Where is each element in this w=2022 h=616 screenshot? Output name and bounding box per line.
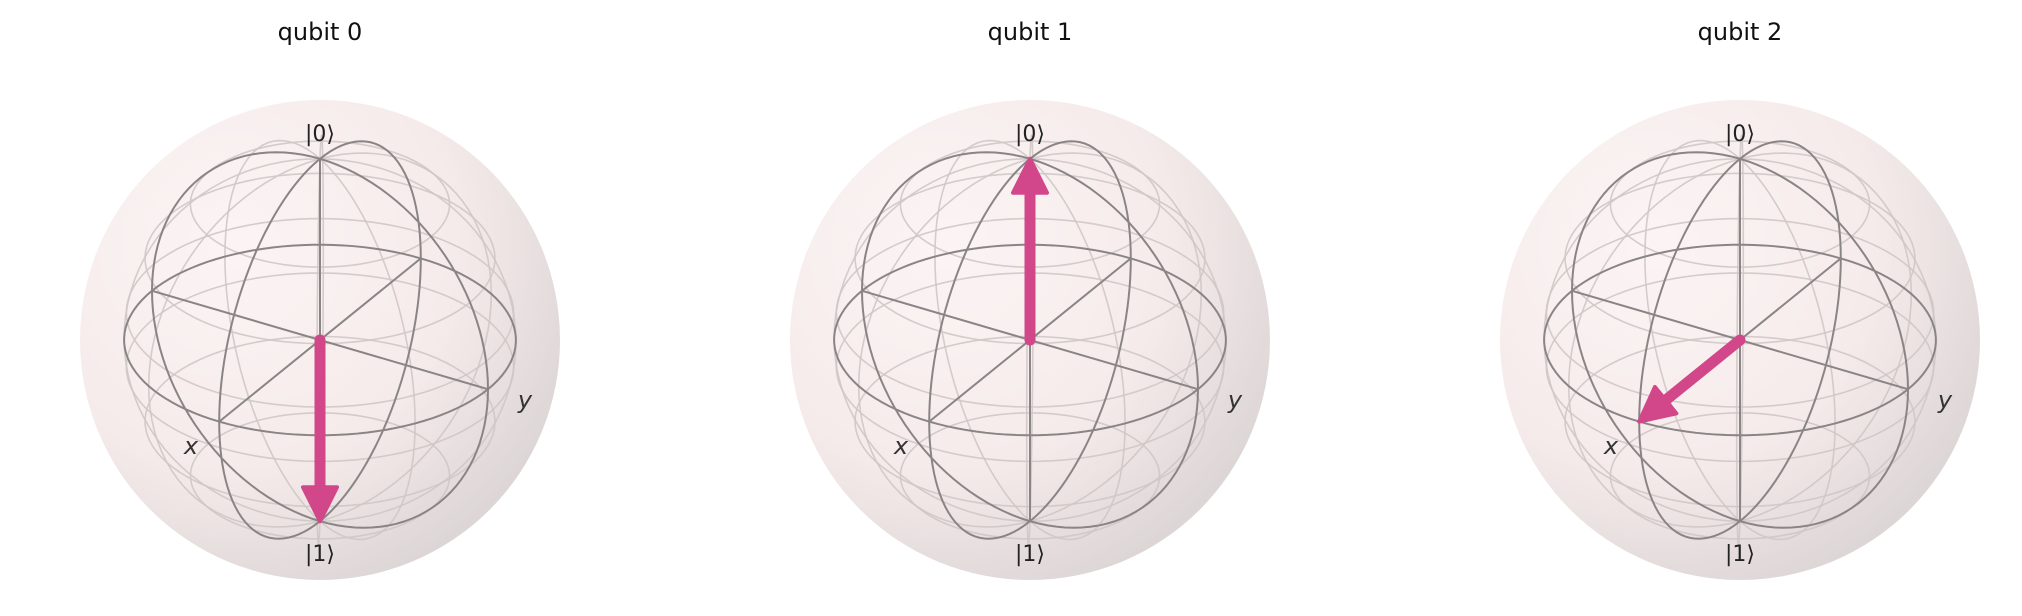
state-vector-head xyxy=(301,485,339,524)
bloch-panel-qubit-0: qubit 0 |0⟩ |1⟩ x y xyxy=(80,18,560,580)
panel-title: qubit 1 xyxy=(988,18,1073,46)
bloch-panel-qubit-2: qubit 2 |0⟩ |1⟩ x y xyxy=(1500,18,1980,580)
y-axis-label: y xyxy=(1227,386,1243,414)
ket-one-label: |1⟩ xyxy=(305,542,335,567)
state-vector-shaft xyxy=(1657,334,1746,409)
y-axis-label: y xyxy=(1937,386,1953,414)
state-vector-head xyxy=(1011,156,1049,195)
ket-zero-label: |0⟩ xyxy=(1015,122,1045,147)
ket-zero-label: |0⟩ xyxy=(305,122,335,147)
state-vector-arrow xyxy=(301,334,339,524)
panel-title: qubit 2 xyxy=(1698,18,1783,46)
ket-one-label: |1⟩ xyxy=(1725,542,1755,567)
ket-one-label: |1⟩ xyxy=(1015,542,1045,567)
y-axis-label: y xyxy=(517,386,533,414)
x-axis-label: x xyxy=(183,432,199,460)
x-axis-label: x xyxy=(893,432,909,460)
panel-title: qubit 0 xyxy=(278,18,363,46)
ket-zero-label: |0⟩ xyxy=(1725,122,1755,147)
state-vector-head xyxy=(1637,384,1679,424)
state-vector-arrow xyxy=(1011,156,1049,346)
bloch-panel-qubit-1: qubit 1 |0⟩ |1⟩ x y xyxy=(790,18,1270,580)
state-vector-arrow xyxy=(1637,334,1746,424)
x-axis-label: x xyxy=(1603,432,1619,460)
